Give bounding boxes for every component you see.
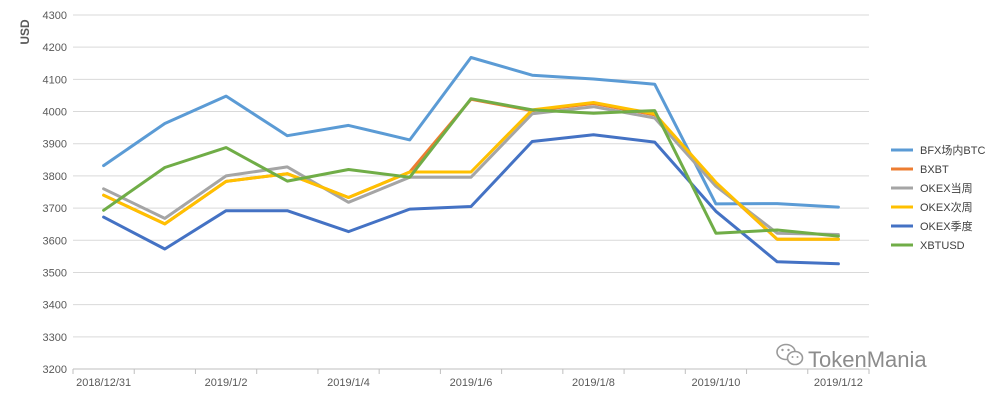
x-tick-label: 2019/1/2 (205, 377, 248, 389)
y-tick-label: 4100 (43, 74, 67, 86)
legend-label: OKEX当周 (920, 181, 973, 195)
legend-item: OKEX次周 (891, 200, 973, 214)
watermark: TokenMania (776, 343, 927, 372)
legend-label: OKEX季度 (920, 219, 973, 233)
y-tick-label: 3200 (43, 364, 67, 376)
legend-item: XBTUSD (891, 240, 965, 252)
y-tick-label: 3900 (43, 139, 67, 151)
legend-label: BXBT (920, 164, 949, 176)
series-line-5 (102, 133, 840, 266)
y-tick-label: 3600 (43, 235, 67, 247)
series-line-6 (102, 97, 840, 238)
x-tick-label: 2019/1/6 (450, 377, 493, 389)
legend-label: XBTUSD (920, 240, 965, 252)
legend-item: OKEX季度 (891, 219, 973, 233)
y-axis-label: USD (18, 19, 32, 45)
series-line-1 (102, 56, 840, 209)
legend-item: BXBT (891, 164, 949, 176)
grid-lines (72, 14, 870, 374)
series-line-3 (102, 105, 840, 236)
x-tick-label: 2019/1/8 (572, 377, 615, 389)
series-lines (102, 56, 840, 266)
y-axis-ticks: 3200 3300 3400 3500 3600 3700 3800 3900 4000 4100… (43, 10, 67, 376)
legend-label: OKEX次周 (920, 200, 973, 214)
y-tick-label: 3300 (43, 332, 67, 344)
y-tick-label: 4200 (43, 42, 67, 54)
legend: BFX场内BTC BXBT OKEX当周 OKEX次周 OKEX季度 XBTUSD (891, 143, 985, 252)
series-line-4 (102, 101, 840, 241)
x-axis-ticks: 2018/12/31 2019/1/2 2019/1/4 2019/1/6 2019/1… (76, 377, 863, 389)
y-tick-label: 4000 (43, 107, 67, 119)
y-tick-label: 3800 (43, 171, 67, 183)
y-tick-label: 4300 (43, 10, 67, 22)
y-tick-label: 3500 (43, 267, 67, 279)
legend-item: OKEX当周 (891, 181, 973, 195)
x-tick-label: 2019/1/12 (814, 377, 863, 389)
x-tick-label: 2018/12/31 (76, 377, 131, 389)
legend-label: BFX场内BTC (920, 143, 985, 157)
x-tick-label: 2019/1/10 (691, 377, 740, 389)
y-tick-label: 3400 (43, 300, 67, 312)
legend-item: BFX场内BTC (891, 143, 985, 157)
wechat-icon (776, 343, 804, 366)
watermark-text: TokenMania (808, 347, 927, 372)
y-tick-label: 3700 (43, 203, 67, 215)
x-tick-label: 2019/1/4 (327, 377, 370, 389)
